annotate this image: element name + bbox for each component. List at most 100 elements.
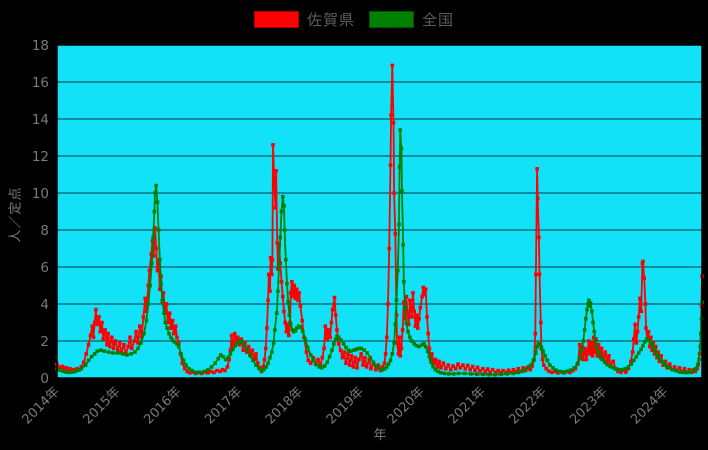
data-point	[496, 368, 500, 373]
data-point	[170, 338, 175, 342]
data-point	[300, 318, 304, 323]
data-point	[626, 365, 631, 369]
data-point	[644, 337, 649, 341]
data-point	[390, 352, 395, 356]
data-point	[206, 371, 210, 375]
data-point	[113, 339, 118, 343]
data-point	[276, 289, 280, 293]
data-point	[433, 367, 438, 372]
data-point	[516, 370, 520, 375]
data-point	[176, 344, 181, 349]
data-point	[355, 366, 359, 370]
data-point	[91, 335, 96, 340]
data-point	[73, 369, 78, 374]
data-point	[257, 366, 261, 371]
data-point	[391, 120, 396, 125]
data-point	[271, 341, 276, 345]
legend-label-national: 全国	[422, 10, 455, 29]
data-point	[685, 370, 690, 375]
data-point	[397, 165, 402, 169]
data-point	[468, 367, 472, 372]
data-point	[281, 194, 285, 199]
data-point	[399, 346, 404, 351]
data-point	[629, 359, 633, 364]
data-point	[406, 322, 411, 327]
legend: 佐賀県 全国	[0, 8, 708, 30]
y-tick-label-14: 14	[32, 112, 49, 128]
data-point	[607, 354, 611, 358]
data-point	[368, 355, 373, 360]
data-point	[365, 351, 370, 355]
data-point	[545, 358, 550, 363]
data-point	[427, 346, 432, 351]
data-point	[374, 364, 379, 368]
data-point	[120, 352, 125, 356]
data-point	[218, 369, 222, 374]
data-point	[246, 344, 251, 349]
data-point	[101, 337, 105, 341]
data-point	[390, 63, 395, 68]
data-point	[312, 358, 316, 363]
data-point	[325, 337, 329, 341]
data-point	[394, 298, 399, 303]
data-point	[173, 324, 178, 328]
data-point	[587, 339, 591, 343]
data-point	[66, 368, 70, 373]
data-point	[642, 276, 646, 280]
data-point	[382, 361, 387, 365]
data-point	[451, 372, 456, 376]
data-point	[322, 346, 326, 351]
data-point	[287, 313, 292, 317]
data-point	[639, 347, 643, 352]
data-point	[342, 350, 346, 354]
data-point	[416, 326, 420, 330]
data-point	[330, 348, 334, 352]
data-point	[228, 348, 233, 352]
data-point	[668, 362, 672, 366]
data-point	[351, 365, 356, 369]
data-point	[487, 372, 491, 377]
y-tick-label-0: 0	[40, 371, 49, 387]
data-point	[614, 367, 618, 371]
data-point	[146, 302, 151, 306]
x-tick-label-2018: 2018年	[263, 384, 306, 427]
data-point	[442, 371, 447, 376]
data-point	[374, 367, 378, 372]
data-point	[367, 357, 371, 362]
data-point	[86, 358, 91, 363]
y-tick-label-12: 12	[32, 149, 49, 165]
data-point	[158, 287, 162, 291]
data-point	[297, 291, 301, 295]
data-point	[346, 348, 351, 352]
data-point	[218, 353, 223, 357]
data-point	[278, 235, 283, 240]
y-tick-label-4: 4	[40, 297, 49, 313]
data-point	[298, 304, 303, 308]
data-point	[270, 257, 275, 262]
data-point	[537, 342, 542, 347]
data-point	[648, 340, 653, 344]
data-point	[251, 358, 255, 363]
data-point	[617, 367, 621, 372]
data-point	[190, 368, 194, 373]
data-point	[542, 363, 546, 367]
data-point	[259, 368, 264, 373]
data-point	[663, 359, 668, 364]
data-point	[344, 345, 348, 350]
data-point	[371, 360, 376, 365]
data-point	[215, 368, 219, 373]
data-point	[347, 363, 352, 367]
data-point	[400, 189, 404, 193]
data-point	[291, 294, 295, 299]
data-point	[572, 366, 576, 370]
data-point	[659, 354, 663, 358]
data-point	[475, 372, 479, 377]
data-point	[116, 351, 120, 355]
data-point	[634, 341, 639, 345]
data-point	[385, 365, 389, 369]
data-point	[359, 352, 363, 356]
data-point	[408, 298, 412, 303]
data-point	[657, 359, 662, 364]
data-point	[405, 311, 410, 315]
data-point	[654, 350, 658, 354]
